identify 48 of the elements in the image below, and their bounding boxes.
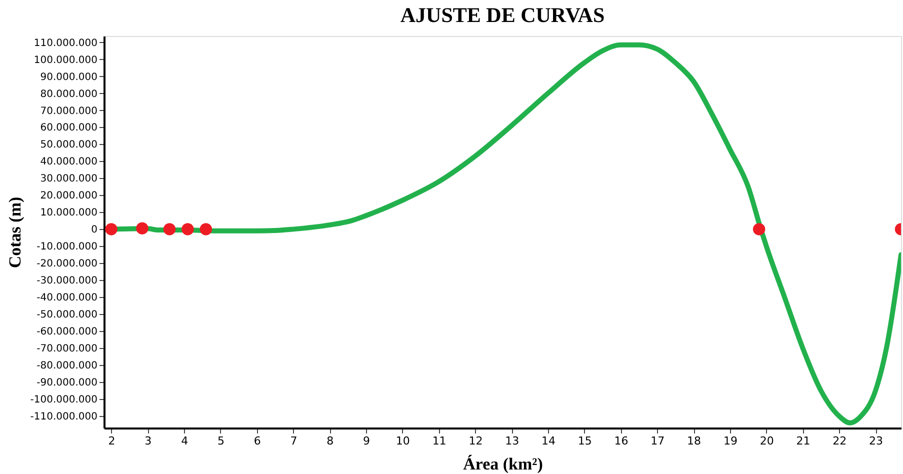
chart-title: AJUSTE DE CURVAS: [400, 3, 605, 27]
x-tick-label: 5: [217, 434, 224, 448]
x-tick-label: 23: [869, 434, 884, 448]
x-tick-label: 19: [723, 434, 738, 448]
y-tick-label: 100.000.000: [34, 54, 98, 66]
x-tick-label: 2: [108, 434, 116, 448]
x-tick-label: 22: [832, 434, 847, 448]
x-tick-label: 11: [432, 434, 446, 448]
y-tick-label: 10.000.000: [40, 208, 98, 219]
y-tick-label: 40.000.000: [40, 156, 98, 168]
y-tick-label: 20.000.000: [40, 190, 98, 202]
y-tick-label: -110.000.000: [30, 412, 98, 423]
x-tick-label: 8: [326, 434, 334, 448]
y-tick-label: 90.000.000: [40, 72, 98, 83]
x-tick-label: 17: [650, 434, 665, 448]
y-tick-label: -60.000.000: [36, 326, 98, 338]
x-tick-label: 4: [181, 434, 188, 448]
y-tick-label: -20.000.000: [36, 258, 98, 270]
x-tick-label: 10: [396, 434, 410, 448]
x-tick-label: 13: [505, 434, 520, 448]
y-tick-label: 30.000.000: [40, 174, 98, 185]
x-axis-title: Área (km²): [463, 454, 543, 474]
x-tick-label: 7: [290, 434, 298, 448]
y-tick-label: 110.000.000: [34, 38, 98, 49]
x-tick-label: 18: [687, 434, 702, 448]
y-tick-label: -40.000.000: [36, 292, 98, 304]
y-tick-label: 0: [91, 224, 98, 236]
y-tick-label: 70.000.000: [40, 106, 98, 117]
x-tick-label: 21: [796, 434, 810, 448]
x-tick-label: 9: [363, 434, 370, 448]
x-tick-label: 20: [760, 434, 774, 448]
y-tick-label: 50.000.000: [40, 140, 98, 151]
y-tick-label: -30.000.000: [36, 276, 98, 287]
y-tick-label: -50.000.000: [36, 310, 98, 321]
x-tick-label: 12: [468, 434, 483, 448]
y-tick-label: -80.000.000: [36, 360, 98, 372]
x-tick-label: 3: [144, 434, 152, 448]
x-tick-label: 6: [254, 434, 261, 448]
y-axis-title: Cotas (m): [5, 196, 24, 268]
x-tick-label: 16: [614, 434, 628, 448]
y-tick-label: 80.000.000: [40, 88, 98, 100]
y-tick-label: -10.000.000: [36, 242, 98, 253]
y-tick-label: -90.000.000: [36, 378, 98, 389]
x-tick-label: 15: [578, 434, 592, 448]
y-tick-label: -70.000.000: [36, 344, 98, 355]
y-tick-label: 60.000.000: [40, 122, 98, 134]
x-tick-label: 14: [541, 434, 556, 448]
y-tick-label: -100.000.000: [30, 394, 98, 406]
